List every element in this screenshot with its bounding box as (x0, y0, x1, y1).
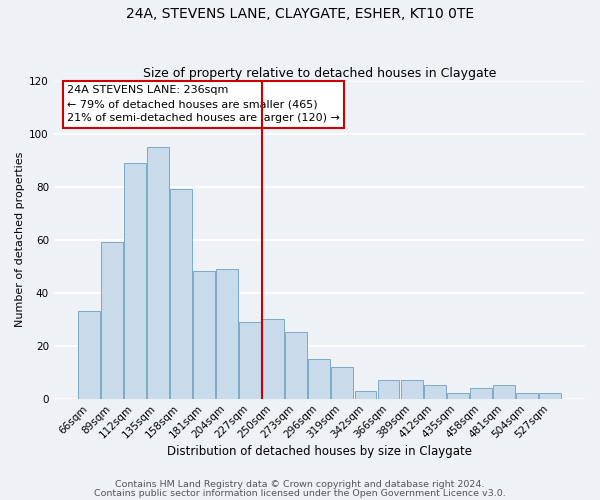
Bar (424, 386, 446, 398)
Y-axis label: Number of detached properties: Number of detached properties (15, 152, 25, 328)
Text: 24A STEVENS LANE: 236sqm
← 79% of detached houses are smaller (465)
21% of semi-: 24A STEVENS LANE: 236sqm ← 79% of detach… (67, 86, 340, 124)
X-axis label: Distribution of detached houses by size in Claygate: Distribution of detached houses by size … (167, 444, 472, 458)
Bar (124, 163, 146, 398)
Title: Size of property relative to detached houses in Claygate: Size of property relative to detached ho… (143, 66, 496, 80)
Bar (539, 394, 561, 398)
Bar (331, 367, 353, 398)
Bar (401, 380, 422, 398)
Bar (101, 242, 123, 398)
Bar (493, 386, 515, 398)
Bar (239, 322, 261, 398)
Bar (447, 394, 469, 398)
Text: Contains public sector information licensed under the Open Government Licence v3: Contains public sector information licen… (94, 488, 506, 498)
Bar (308, 359, 331, 399)
Bar (470, 388, 491, 398)
Bar (377, 380, 400, 398)
Bar (355, 390, 376, 398)
Bar (78, 311, 100, 398)
Bar (286, 332, 307, 398)
Bar (516, 394, 538, 398)
Bar (216, 269, 238, 398)
Text: 24A, STEVENS LANE, CLAYGATE, ESHER, KT10 0TE: 24A, STEVENS LANE, CLAYGATE, ESHER, KT10… (126, 8, 474, 22)
Bar (262, 319, 284, 398)
Bar (170, 190, 192, 398)
Text: Contains HM Land Registry data © Crown copyright and database right 2024.: Contains HM Land Registry data © Crown c… (115, 480, 485, 489)
Bar (193, 272, 215, 398)
Bar (147, 147, 169, 399)
